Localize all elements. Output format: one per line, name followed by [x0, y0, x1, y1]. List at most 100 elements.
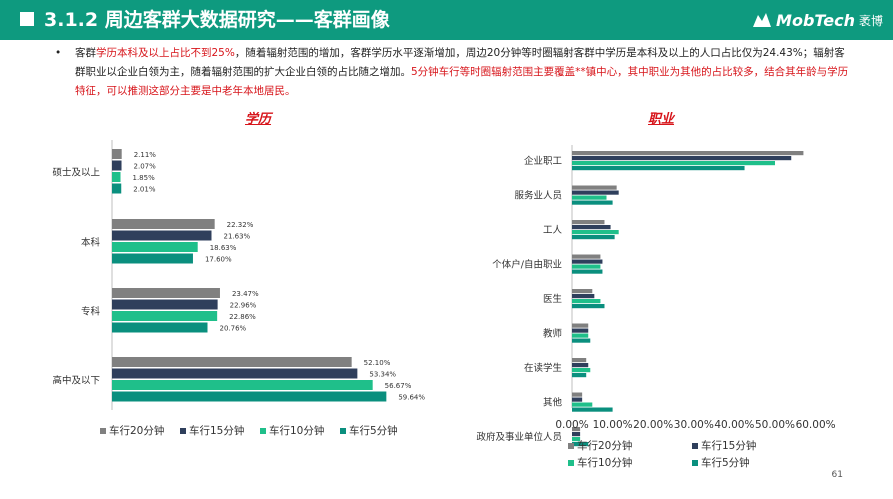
edu-data-label: 53.34% — [369, 371, 396, 379]
job-category-label: 服务业人员 — [514, 190, 562, 202]
job-bar — [572, 269, 603, 274]
edu-data-label: 22.32% — [227, 221, 254, 229]
job-legend-label: 车行5分钟 — [701, 456, 750, 469]
edu-legend-swatch — [340, 428, 346, 434]
job-bar — [572, 437, 581, 442]
job-bar — [572, 185, 617, 190]
edu-bar — [112, 183, 122, 194]
job-x-tick-label: 0.00% — [555, 419, 588, 431]
job-category-label: 企业职工 — [524, 155, 563, 167]
job-bar — [572, 254, 601, 259]
job-bar — [572, 190, 619, 195]
job-bar — [572, 195, 607, 200]
job-x-tick-label: 40.00% — [714, 419, 754, 431]
edu-bar — [112, 242, 198, 252]
job-bar — [572, 358, 587, 363]
edu-bar — [112, 230, 212, 241]
edu-legend-label: 车行15分钟 — [189, 424, 244, 437]
summary-part-4: 5分钟车行等时圈辐射范围主要覆盖**镇中心，其中职业为其他的占比较多，结合其年龄… — [75, 66, 849, 97]
occupation-chart-title: 职业 — [648, 112, 675, 127]
edu-bar — [112, 322, 208, 333]
job-legend-label: 车行20分钟 — [577, 439, 632, 452]
job-x-tick-label: 30.00% — [674, 419, 714, 431]
job-category-label: 个体户/自由职业 — [492, 259, 562, 271]
job-x-tick-label: 10.00% — [593, 419, 633, 431]
edu-data-label: 22.96% — [230, 302, 257, 310]
summary-part-1: 客群 — [75, 47, 96, 59]
job-bar — [572, 392, 583, 397]
job-category-label: 医生 — [543, 293, 563, 305]
job-bar — [572, 338, 591, 343]
job-legend-swatch — [568, 460, 574, 466]
job-bar — [572, 264, 601, 269]
job-bar — [572, 427, 581, 432]
header-bar: 3.1.2 周边客群大数据研究——客群画像 MobTech 袤博 — [0, 0, 893, 40]
job-bar — [572, 407, 613, 412]
job-legend-swatch — [692, 443, 698, 449]
job-bar — [572, 304, 605, 309]
job-x-tick-label: 20.00% — [633, 419, 673, 431]
title-square-icon — [20, 12, 34, 26]
job-bar — [572, 156, 792, 161]
edu-bar — [112, 311, 218, 321]
summary-part-3: ，随着辐射范围的增加，客群学历水平逐渐增加，周边20分钟等时圈辐射客群中学历是本… — [75, 47, 845, 78]
edu-bar — [112, 299, 218, 310]
job-bar — [572, 151, 804, 156]
job-bar — [572, 166, 745, 171]
summary-text: • 客群学历本科及以上占比不到25%，随着辐射范围的增加，客群学历水平逐渐增加，… — [55, 44, 855, 101]
edu-bar — [112, 391, 387, 402]
job-bar — [572, 161, 775, 166]
job-bar — [572, 402, 593, 407]
edu-data-label: 18.63% — [210, 244, 237, 252]
edu-category-label: 专科 — [81, 305, 101, 317]
job-x-tick-label: 60.00% — [796, 419, 836, 431]
job-bar — [572, 289, 593, 294]
job-bar — [572, 333, 589, 338]
job-legend-label: 车行15分钟 — [701, 439, 756, 452]
edu-data-label: 59.64% — [398, 394, 425, 402]
mobtech-logo: MobTech 袤博 — [752, 8, 883, 32]
edu-data-label: 2.11% — [134, 151, 157, 159]
edu-bar — [112, 160, 122, 171]
job-bar — [572, 323, 589, 328]
edu-data-label: 56.67% — [385, 382, 412, 390]
job-bar — [572, 225, 611, 230]
edu-bar — [112, 253, 193, 264]
edu-data-label: 2.01% — [133, 186, 156, 194]
page-title: 3.1.2 周边客群大数据研究——客群画像 — [44, 9, 390, 31]
edu-bar — [112, 219, 215, 229]
bullet: • — [55, 47, 62, 59]
edu-legend-swatch — [180, 428, 186, 434]
job-bar — [572, 397, 583, 402]
summary-part-2: 学历本科及以上占比不到25% — [96, 47, 235, 59]
job-bar — [572, 259, 603, 264]
edu-legend-swatch — [260, 428, 266, 434]
logo-text: MobTech — [776, 10, 855, 30]
edu-bar — [112, 357, 352, 367]
logo-cn-text: 袤博 — [858, 13, 883, 28]
job-legend-swatch — [692, 460, 698, 466]
edu-data-label: 1.85% — [133, 174, 156, 182]
job-bar — [572, 328, 589, 333]
job-category-label: 其他 — [543, 397, 563, 409]
edu-bar — [112, 368, 358, 379]
edu-category-label: 本科 — [81, 236, 101, 248]
job-category-label: 工人 — [543, 225, 563, 236]
job-category-label: 在读学生 — [524, 362, 563, 374]
edu-data-label: 21.63% — [223, 233, 250, 241]
job-bar — [572, 363, 589, 368]
edu-bar — [112, 288, 220, 298]
job-legend-swatch — [568, 443, 574, 449]
job-bar — [572, 230, 619, 235]
page-number: 61 — [831, 470, 843, 480]
job-category-label: 政府及事业单位人员 — [476, 431, 562, 443]
edu-bar — [112, 149, 122, 159]
edu-legend-label: 车行10分钟 — [269, 424, 324, 437]
job-bar — [572, 220, 605, 225]
edu-legend-label: 车行20分钟 — [109, 424, 164, 437]
job-legend-label: 车行10分钟 — [577, 456, 632, 469]
edu-category-label: 硕士及以上 — [52, 166, 100, 178]
edu-legend-label: 车行5分钟 — [349, 424, 398, 437]
